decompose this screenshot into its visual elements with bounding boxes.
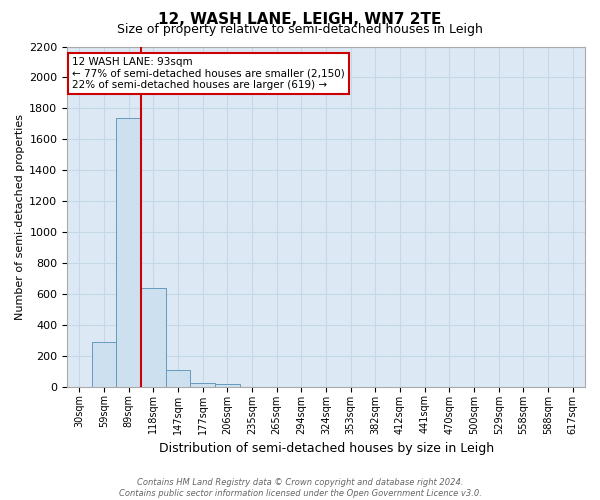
Bar bbox=[166, 370, 190, 386]
Text: 12, WASH LANE, LEIGH, WN7 2TE: 12, WASH LANE, LEIGH, WN7 2TE bbox=[158, 12, 442, 28]
Bar bbox=[92, 342, 116, 386]
Bar bbox=[116, 118, 141, 386]
Text: Size of property relative to semi-detached houses in Leigh: Size of property relative to semi-detach… bbox=[117, 22, 483, 36]
X-axis label: Distribution of semi-detached houses by size in Leigh: Distribution of semi-detached houses by … bbox=[158, 442, 494, 455]
Text: Contains HM Land Registry data © Crown copyright and database right 2024.
Contai: Contains HM Land Registry data © Crown c… bbox=[119, 478, 481, 498]
Bar bbox=[141, 288, 166, 386]
Y-axis label: Number of semi-detached properties: Number of semi-detached properties bbox=[15, 114, 25, 320]
Bar bbox=[190, 383, 215, 386]
Bar bbox=[215, 384, 240, 386]
Text: 12 WASH LANE: 93sqm
← 77% of semi-detached houses are smaller (2,150)
22% of sem: 12 WASH LANE: 93sqm ← 77% of semi-detach… bbox=[73, 56, 345, 90]
